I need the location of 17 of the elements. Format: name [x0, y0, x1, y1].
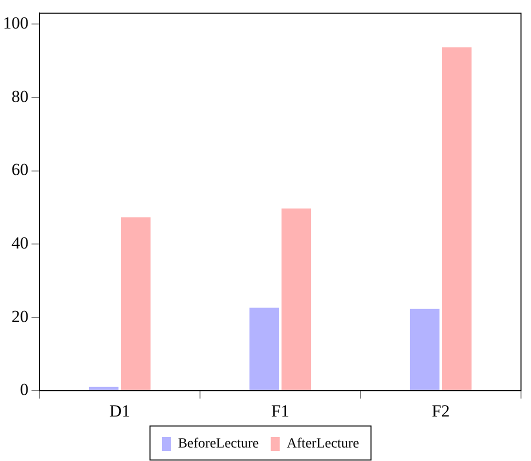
- x-tick-label: F1: [271, 401, 290, 420]
- x-tick-label: D1: [109, 401, 130, 420]
- bar: [282, 208, 312, 390]
- y-tick-label: 0: [20, 380, 28, 400]
- y-tick-label: 100: [3, 14, 28, 33]
- bar: [410, 308, 440, 390]
- legend-label: BeforeLecture: [178, 436, 259, 452]
- bar: [442, 47, 472, 390]
- y-tick-label: 40: [12, 234, 28, 253]
- legend-label: AfterLecture: [286, 436, 360, 452]
- bar: [249, 308, 279, 390]
- x-tick-label: F2: [432, 401, 450, 420]
- y-tick-label: 80: [12, 86, 28, 106]
- bar: [88, 386, 118, 390]
- y-tick-label: 60: [12, 160, 28, 180]
- y-tick-label: 20: [12, 306, 28, 326]
- bar: [121, 217, 151, 390]
